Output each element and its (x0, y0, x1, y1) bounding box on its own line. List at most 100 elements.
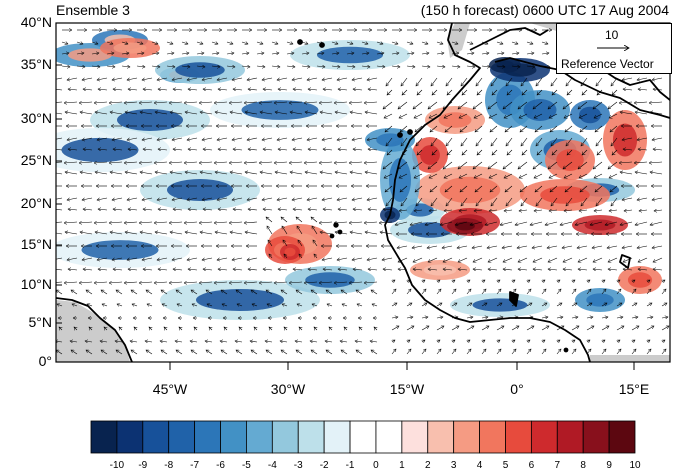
wind-vector (304, 102, 318, 103)
y-tick-label: 40°N (20, 14, 52, 30)
wind-vector (356, 290, 363, 295)
wind-vector (56, 269, 63, 270)
wind-vector (631, 326, 639, 331)
wind-vector (406, 326, 414, 331)
wind-vector (634, 162, 648, 163)
wind-vector (455, 221, 468, 225)
wind-vector (56, 101, 63, 103)
wind-vector (459, 113, 468, 118)
wind-vector (149, 327, 152, 330)
wind-vector (185, 232, 198, 235)
wind-vector (143, 89, 153, 90)
wind-vector (125, 172, 138, 175)
wind-vector (580, 185, 588, 192)
wind-vector (166, 66, 175, 67)
colorbar-tick-label: -7 (190, 460, 200, 471)
wind-vector (352, 78, 363, 80)
wind-vector (595, 125, 603, 132)
wind-vector (320, 112, 333, 115)
wind-vector (496, 317, 503, 318)
wind-vector (97, 198, 108, 200)
wind-vector (64, 222, 78, 223)
wind-vector (320, 172, 333, 175)
wind-vector (127, 198, 138, 200)
wind-vector (550, 185, 558, 192)
wind-vector (503, 257, 513, 262)
wind-vector (181, 42, 188, 44)
wind-vector (661, 289, 666, 295)
wind-vector (451, 53, 459, 54)
wind-vector (612, 149, 618, 155)
wind-vector (296, 217, 303, 223)
colorbar-swatch (246, 420, 273, 454)
wind-vector (214, 102, 228, 103)
wind-vector (515, 221, 528, 225)
wind-vector (222, 304, 228, 306)
wind-vector (431, 137, 438, 146)
wind-vector (158, 209, 168, 210)
wind-vector (282, 304, 288, 306)
wind-vector (545, 221, 558, 225)
wind-vector (101, 290, 108, 295)
wind-vector (284, 254, 288, 259)
wind-vector (56, 281, 63, 283)
wind-vector (451, 42, 458, 44)
wind-vector (307, 198, 318, 200)
wind-vector (549, 113, 558, 118)
wind-vector (232, 138, 243, 140)
wind-vector (549, 173, 558, 178)
wind-vector (262, 78, 273, 80)
wind-vector (266, 350, 273, 355)
wind-vector (564, 113, 573, 118)
wind-vector (106, 66, 115, 67)
wind-vector (458, 101, 468, 109)
wind-vector (232, 258, 243, 260)
wind-vector (245, 112, 258, 115)
wind-vector (85, 341, 93, 342)
wind-vector (131, 290, 138, 295)
wind-vector (173, 89, 183, 90)
wind-vector (307, 138, 318, 140)
wind-vector (312, 304, 318, 306)
wind-vector (297, 304, 303, 306)
wind-vector (646, 326, 654, 331)
wind-vector (237, 304, 243, 306)
wind-vector (192, 304, 198, 306)
wind-vector (586, 289, 591, 295)
colorbar-swatch (194, 420, 221, 454)
wind-vector (298, 240, 303, 247)
wind-vector (211, 42, 218, 44)
colorbar-tick-label: -1 (345, 460, 355, 471)
wind-vector (490, 125, 498, 132)
wind-vector (365, 232, 378, 235)
wind-vector (113, 209, 123, 210)
wind-vector (581, 137, 588, 146)
wind-vector (86, 350, 93, 355)
wind-vector (458, 161, 468, 169)
wind-vector (444, 210, 453, 211)
wind-vector (308, 89, 318, 90)
wind-vector (421, 289, 426, 295)
wind-vector (177, 304, 183, 306)
wind-vector (422, 340, 425, 342)
wind-vector (338, 89, 348, 90)
wind-vector (518, 101, 528, 109)
colorbar-swatch (401, 420, 429, 454)
wind-vector (504, 210, 513, 211)
wind-vector (56, 112, 63, 115)
wind-vector (482, 340, 485, 342)
wind-vector (350, 232, 363, 235)
anomaly-shade-core (439, 176, 501, 204)
wind-vector (338, 269, 348, 270)
wind-vector (124, 222, 138, 223)
y-tick-label: 15°N (20, 236, 52, 252)
wind-vector (446, 197, 453, 206)
wind-vector (522, 149, 528, 155)
wind-vector (169, 102, 183, 103)
wind-vector (431, 77, 438, 86)
wind-vector (260, 112, 273, 115)
wind-vector (473, 101, 483, 109)
wind-vector (220, 341, 228, 342)
wind-vector (421, 349, 426, 355)
wind-vector (229, 162, 243, 163)
